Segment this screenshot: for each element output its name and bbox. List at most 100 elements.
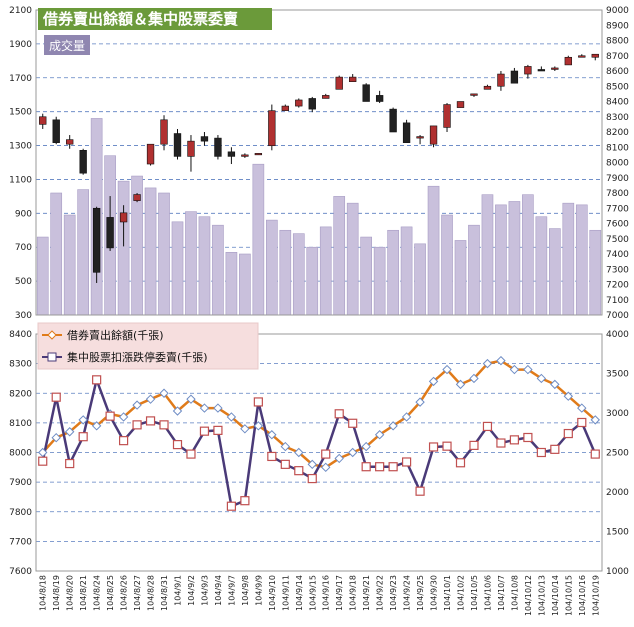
x-tick-label: 104/10/5: [470, 575, 479, 611]
upper-left-tick: 1900: [9, 40, 32, 50]
series-2-point: [199, 426, 210, 436]
volume-bar: [360, 236, 372, 316]
series-2-point: [388, 462, 398, 472]
upper-right-tick: 7100: [606, 296, 629, 306]
lower-left-tick: 7900: [9, 478, 32, 488]
series-1-point: [213, 403, 223, 413]
volume-bar: [333, 196, 346, 316]
series-1-point: [536, 373, 547, 384]
candle-body: [443, 104, 451, 128]
x-tick-label: 104/10/1: [443, 575, 452, 611]
upper-right-tick: 8100: [606, 143, 629, 153]
upper-left-tick: 1100: [9, 175, 32, 185]
upper-right-tick: 7700: [606, 204, 629, 214]
series-2-point: [118, 436, 129, 446]
series-2-point: [361, 462, 371, 472]
x-tick-label: 104/9/11: [281, 575, 290, 611]
series-1-point: [38, 447, 48, 458]
series-1-point: [415, 397, 425, 407]
series-1-point: [226, 412, 237, 422]
lower-right-tick: 1500: [606, 528, 629, 538]
candle-body: [133, 194, 141, 201]
candle-body: [402, 122, 411, 143]
candle-body: [119, 212, 128, 223]
candle-body: [92, 207, 101, 273]
series-1-point: [186, 394, 196, 404]
volume-bar: [306, 246, 319, 316]
chart-title: 借券賣出餘額＆集中股票委賣: [42, 10, 239, 28]
upper-left-tick: 500: [15, 277, 32, 287]
volume-bar: [158, 192, 170, 316]
series-2-point: [348, 418, 358, 428]
series-1-point: [577, 403, 587, 413]
candle-body: [524, 66, 532, 75]
volume-bar: [508, 201, 521, 316]
x-tick-label: 104/9/10: [268, 575, 277, 611]
series-1-point: [307, 459, 317, 470]
series-2-point: [334, 409, 344, 419]
series-1-point: [442, 364, 452, 375]
volume-bar: [454, 240, 467, 316]
legend-box: [37, 322, 259, 370]
volume-bar: [495, 204, 507, 316]
series-2-point: [509, 435, 520, 445]
candle-body: [349, 76, 357, 82]
lower-right-tick: 2500: [606, 449, 629, 459]
series-2-point: [226, 501, 237, 511]
volume-bar: [212, 224, 224, 316]
series-1-point: [294, 447, 304, 458]
legend-label-2: 集中股票扣漲跌停委賣(千張): [67, 350, 208, 364]
upper-panel: 300 500 700 900 1100 1300 1500 1700 1900 2100 700…: [9, 6, 629, 321]
series-2-point: [469, 440, 479, 450]
volume-bar: [427, 185, 440, 316]
volume-bar: [144, 187, 157, 316]
x-tick-label: 104/8/21: [79, 575, 88, 611]
candle-body: [375, 95, 384, 102]
lower-right-tick: 3500: [606, 370, 629, 380]
candle-body: [254, 153, 263, 156]
upper-right-tick: 7300: [606, 265, 629, 275]
volume-label-box: [44, 35, 90, 55]
series-1-point: [51, 432, 61, 443]
upper-left-tick: 1500: [9, 108, 32, 118]
upper-right-tick: 8500: [606, 82, 629, 92]
volume-label: 成交量: [49, 38, 85, 53]
x-tick-label: 104/9/14: [295, 575, 304, 611]
x-axis: 104/8/18 104/8/19 104/8/20 104/8/21 104/8/24…: [39, 575, 601, 616]
series-1-point: [280, 441, 291, 452]
series-2-point: [523, 432, 533, 443]
volume-bar: [279, 229, 292, 316]
candle-body: [187, 140, 195, 157]
upper-right-tick: 7900: [606, 174, 629, 184]
candle-body: [322, 95, 330, 99]
volume-bar: [266, 219, 278, 316]
series-2-point: [240, 496, 250, 506]
series-2-point: [105, 411, 115, 421]
volume-bar: [441, 214, 453, 316]
lower-left-tick: 8200: [9, 389, 32, 399]
series-1-point: [523, 364, 533, 375]
candle-body: [416, 136, 424, 139]
upper-right-axis: 7000 7100 7200 7300 7400 7500 7600 7700 7800 7900…: [606, 6, 629, 321]
series-1-point: [267, 430, 277, 440]
x-tick-label: 104/9/22: [376, 575, 385, 611]
lower-left-tick: 7700: [9, 537, 32, 547]
series-2-point: [78, 432, 88, 442]
candle-body: [551, 67, 559, 70]
volume-bar: [198, 216, 211, 316]
chart-title-box: [38, 8, 272, 30]
candle-body: [106, 217, 114, 249]
lower-left-tick: 7800: [9, 508, 32, 518]
series-1-point: [145, 394, 156, 404]
volume-bar: [117, 180, 130, 316]
volume-bar: [292, 233, 305, 316]
volume-bar: [225, 252, 238, 316]
x-tick-label: 104/9/30: [430, 575, 439, 611]
volume-bar: [373, 246, 386, 316]
upper-left-tick: 1300: [9, 142, 32, 152]
x-tick-label: 104/8/28: [147, 575, 156, 611]
upper-right-tick: 8600: [606, 67, 629, 77]
series-1-point: [321, 462, 331, 473]
series-2-point: [145, 416, 156, 426]
line-series: [38, 355, 600, 511]
